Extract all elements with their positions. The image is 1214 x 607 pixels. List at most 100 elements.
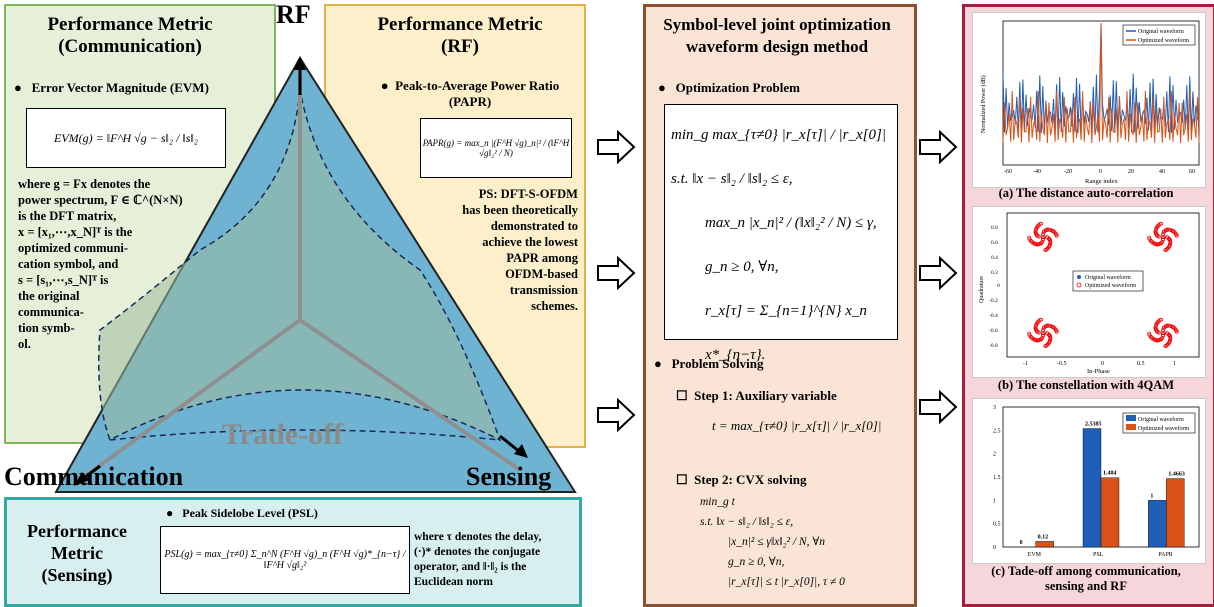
b-ytick: 0.4 bbox=[991, 255, 998, 261]
c-data-label: 0 bbox=[1020, 540, 1023, 546]
evm-formula-box: EVM(g) = ‖F^H √g − s‖₂ / ‖s‖₂ bbox=[26, 108, 226, 168]
c-ytick: 2.5 bbox=[993, 428, 1001, 434]
step1-text: Step 1: Auxiliary variable bbox=[694, 388, 837, 403]
c-data-label: 1 bbox=[1150, 493, 1153, 499]
vertex-sensing-label: Sensing bbox=[466, 462, 552, 491]
a-xtick: 0 bbox=[1099, 169, 1102, 175]
c-bar-psl-original bbox=[1082, 428, 1102, 548]
constellation-point bbox=[1161, 326, 1166, 330]
psl-formula-box: PSL(g) = max_{τ≠0} Σ_n^N (F^H √g)_n (F^H… bbox=[160, 526, 410, 594]
constellation-point bbox=[1035, 233, 1040, 238]
sensing-title-line: Metric bbox=[51, 543, 103, 563]
b-xtick: 1 bbox=[1173, 361, 1176, 367]
a-xtick: 20 bbox=[1128, 169, 1134, 175]
constellation-point bbox=[1155, 223, 1160, 228]
constellation-point bbox=[1036, 319, 1040, 324]
constellation-point bbox=[1047, 227, 1052, 232]
c-category-label: PAPR bbox=[1158, 552, 1172, 558]
comm-desc-line: where g = Fx denotes the bbox=[18, 177, 151, 191]
b-xtick: -0.5 bbox=[1057, 361, 1067, 367]
rf-ps-line: achieve the lowest bbox=[482, 235, 578, 249]
sensing-desc-line: where τ denotes the delay, bbox=[414, 531, 542, 543]
constellation-point bbox=[1161, 236, 1166, 241]
constellation-point bbox=[1152, 242, 1157, 246]
constellation-point bbox=[1174, 328, 1179, 333]
b-xtick: -1 bbox=[1023, 361, 1028, 367]
b-ytick: -0.4 bbox=[989, 313, 998, 319]
sensing-desc-line: Euclidean norm bbox=[414, 576, 493, 588]
step2-formula-line: g_n ≥ 0, ∀n, bbox=[728, 556, 785, 568]
constellation-point bbox=[1168, 336, 1173, 341]
step2-formula: min_g t s.t. ‖x − s‖₂ / ‖s‖₂ ≤ ε, |x_n|²… bbox=[700, 492, 845, 592]
c-ytick: 2 bbox=[993, 452, 996, 458]
right-arrow-icon bbox=[597, 398, 636, 432]
method-title: Symbol-level joint optimization waveform… bbox=[648, 14, 906, 58]
constellation-point bbox=[1047, 340, 1052, 345]
comm-title: Performance Metric (Communication) bbox=[10, 14, 250, 58]
method-title-line1: Symbol-level joint optimization bbox=[663, 15, 891, 34]
rf-title-line1: Performance Metric bbox=[377, 14, 543, 35]
constellation-point bbox=[1155, 329, 1160, 334]
constellation-point bbox=[1155, 242, 1160, 247]
constellation-point bbox=[1041, 332, 1046, 337]
constellation-point bbox=[1153, 227, 1158, 232]
psl-formula: PSL(g) = max_{τ≠0} Σ_n^N (F^H √g)_n (F^H… bbox=[164, 549, 406, 571]
sensing-title-line: (Sensing) bbox=[41, 565, 113, 585]
constellation-point bbox=[1044, 343, 1049, 348]
comm-desc-line: power spectrum, F ∈ ℂ^(N×N) bbox=[18, 193, 183, 207]
comm-desc-line: ol. bbox=[18, 337, 31, 351]
a-xtick: -60 bbox=[1004, 169, 1012, 175]
constellation-point bbox=[1044, 235, 1049, 240]
constellation-point bbox=[1041, 326, 1046, 330]
constellation-point bbox=[1045, 227, 1049, 232]
b-xtick: 0 bbox=[1101, 361, 1104, 367]
step2-text: Step 2: CVX solving bbox=[694, 472, 807, 487]
rf-ps-note: PS: DFT-S-OFDM has been theoretically de… bbox=[428, 186, 578, 314]
optimization-problem-box: min_g max_{τ≠0} |r_x[τ]| / |r_x[0]| s.t.… bbox=[664, 104, 898, 363]
a-ylabel: Normalized Power (dB) bbox=[980, 75, 987, 133]
tradeoff-bar-chart: 0 0.5 1 1.5 2 2.5 3 0 0.12 2.5385 1.484 1 1.4663 EV… bbox=[972, 398, 1206, 564]
tradeoff-label: Trade-off bbox=[222, 418, 344, 451]
c-caption: (c) Tade-off among communication, sensin… bbox=[966, 564, 1206, 594]
constellation-point bbox=[1054, 328, 1059, 333]
constellation-point bbox=[1164, 227, 1169, 232]
rf-ps-line: schemes. bbox=[531, 299, 578, 313]
comm-desc-line: optimized communi- bbox=[18, 241, 129, 255]
constellation-plot: Original waveform Optimized waveform Qua… bbox=[972, 206, 1206, 378]
rf-bullet: ● Peak-to-Average Power Ratio (PAPR) bbox=[372, 78, 568, 110]
comm-bullet-text: Error Vector Magnitude (EVM) bbox=[31, 80, 209, 95]
constellation-point bbox=[1033, 230, 1038, 235]
constellation-point bbox=[1048, 238, 1053, 242]
comm-desc-line: the original bbox=[18, 289, 80, 303]
a-xlabel: Range index bbox=[1085, 178, 1118, 185]
constellation-point bbox=[1029, 239, 1033, 244]
b-ylabel: Quadrature bbox=[979, 276, 985, 303]
rf-bullet-text1: Peak-to-Average Power Ratio bbox=[395, 78, 560, 93]
constellation-point bbox=[1044, 331, 1049, 336]
step2-formula-line: |x_n|² ≤ γ‖x‖₂² / N, ∀n bbox=[728, 536, 826, 548]
b-ytick: -0.2 bbox=[989, 298, 998, 304]
constellation-point bbox=[1158, 222, 1163, 226]
constellation-point bbox=[1149, 335, 1153, 340]
constellation-point bbox=[1041, 236, 1046, 241]
constellation-point bbox=[1161, 230, 1166, 234]
constellation-point bbox=[1036, 242, 1041, 247]
comm-desc-line: communica- bbox=[18, 305, 84, 319]
c-ytick: 1 bbox=[993, 498, 996, 504]
constellation-point bbox=[1171, 229, 1176, 234]
opt-constraint: max_n |x_n|² / (‖x‖₂² / N) ≤ γ, bbox=[705, 215, 877, 231]
constellation-point bbox=[1047, 323, 1052, 328]
step1-label: ☐ Step 1: Auxiliary variable bbox=[676, 388, 837, 403]
constellation-point bbox=[1029, 335, 1033, 340]
c-bar-psl-optimized bbox=[1100, 477, 1120, 548]
constellation-point bbox=[1155, 319, 1160, 324]
b-legend-original: Original waveform bbox=[1085, 274, 1131, 281]
c-ytick: 0.5 bbox=[993, 522, 1001, 528]
constellation-point bbox=[1167, 323, 1172, 328]
constellation-point bbox=[1054, 232, 1059, 237]
method-bullet1-text: Optimization Problem bbox=[675, 80, 800, 95]
constellation-point bbox=[1161, 332, 1166, 337]
comm-desc-line: is the DFT matrix, bbox=[18, 209, 117, 223]
papr-formula-box: PAPR(g) = max_n |(F^H √g)_n|² / (‖F^H √g… bbox=[420, 118, 572, 178]
constellation-point bbox=[1168, 240, 1173, 245]
